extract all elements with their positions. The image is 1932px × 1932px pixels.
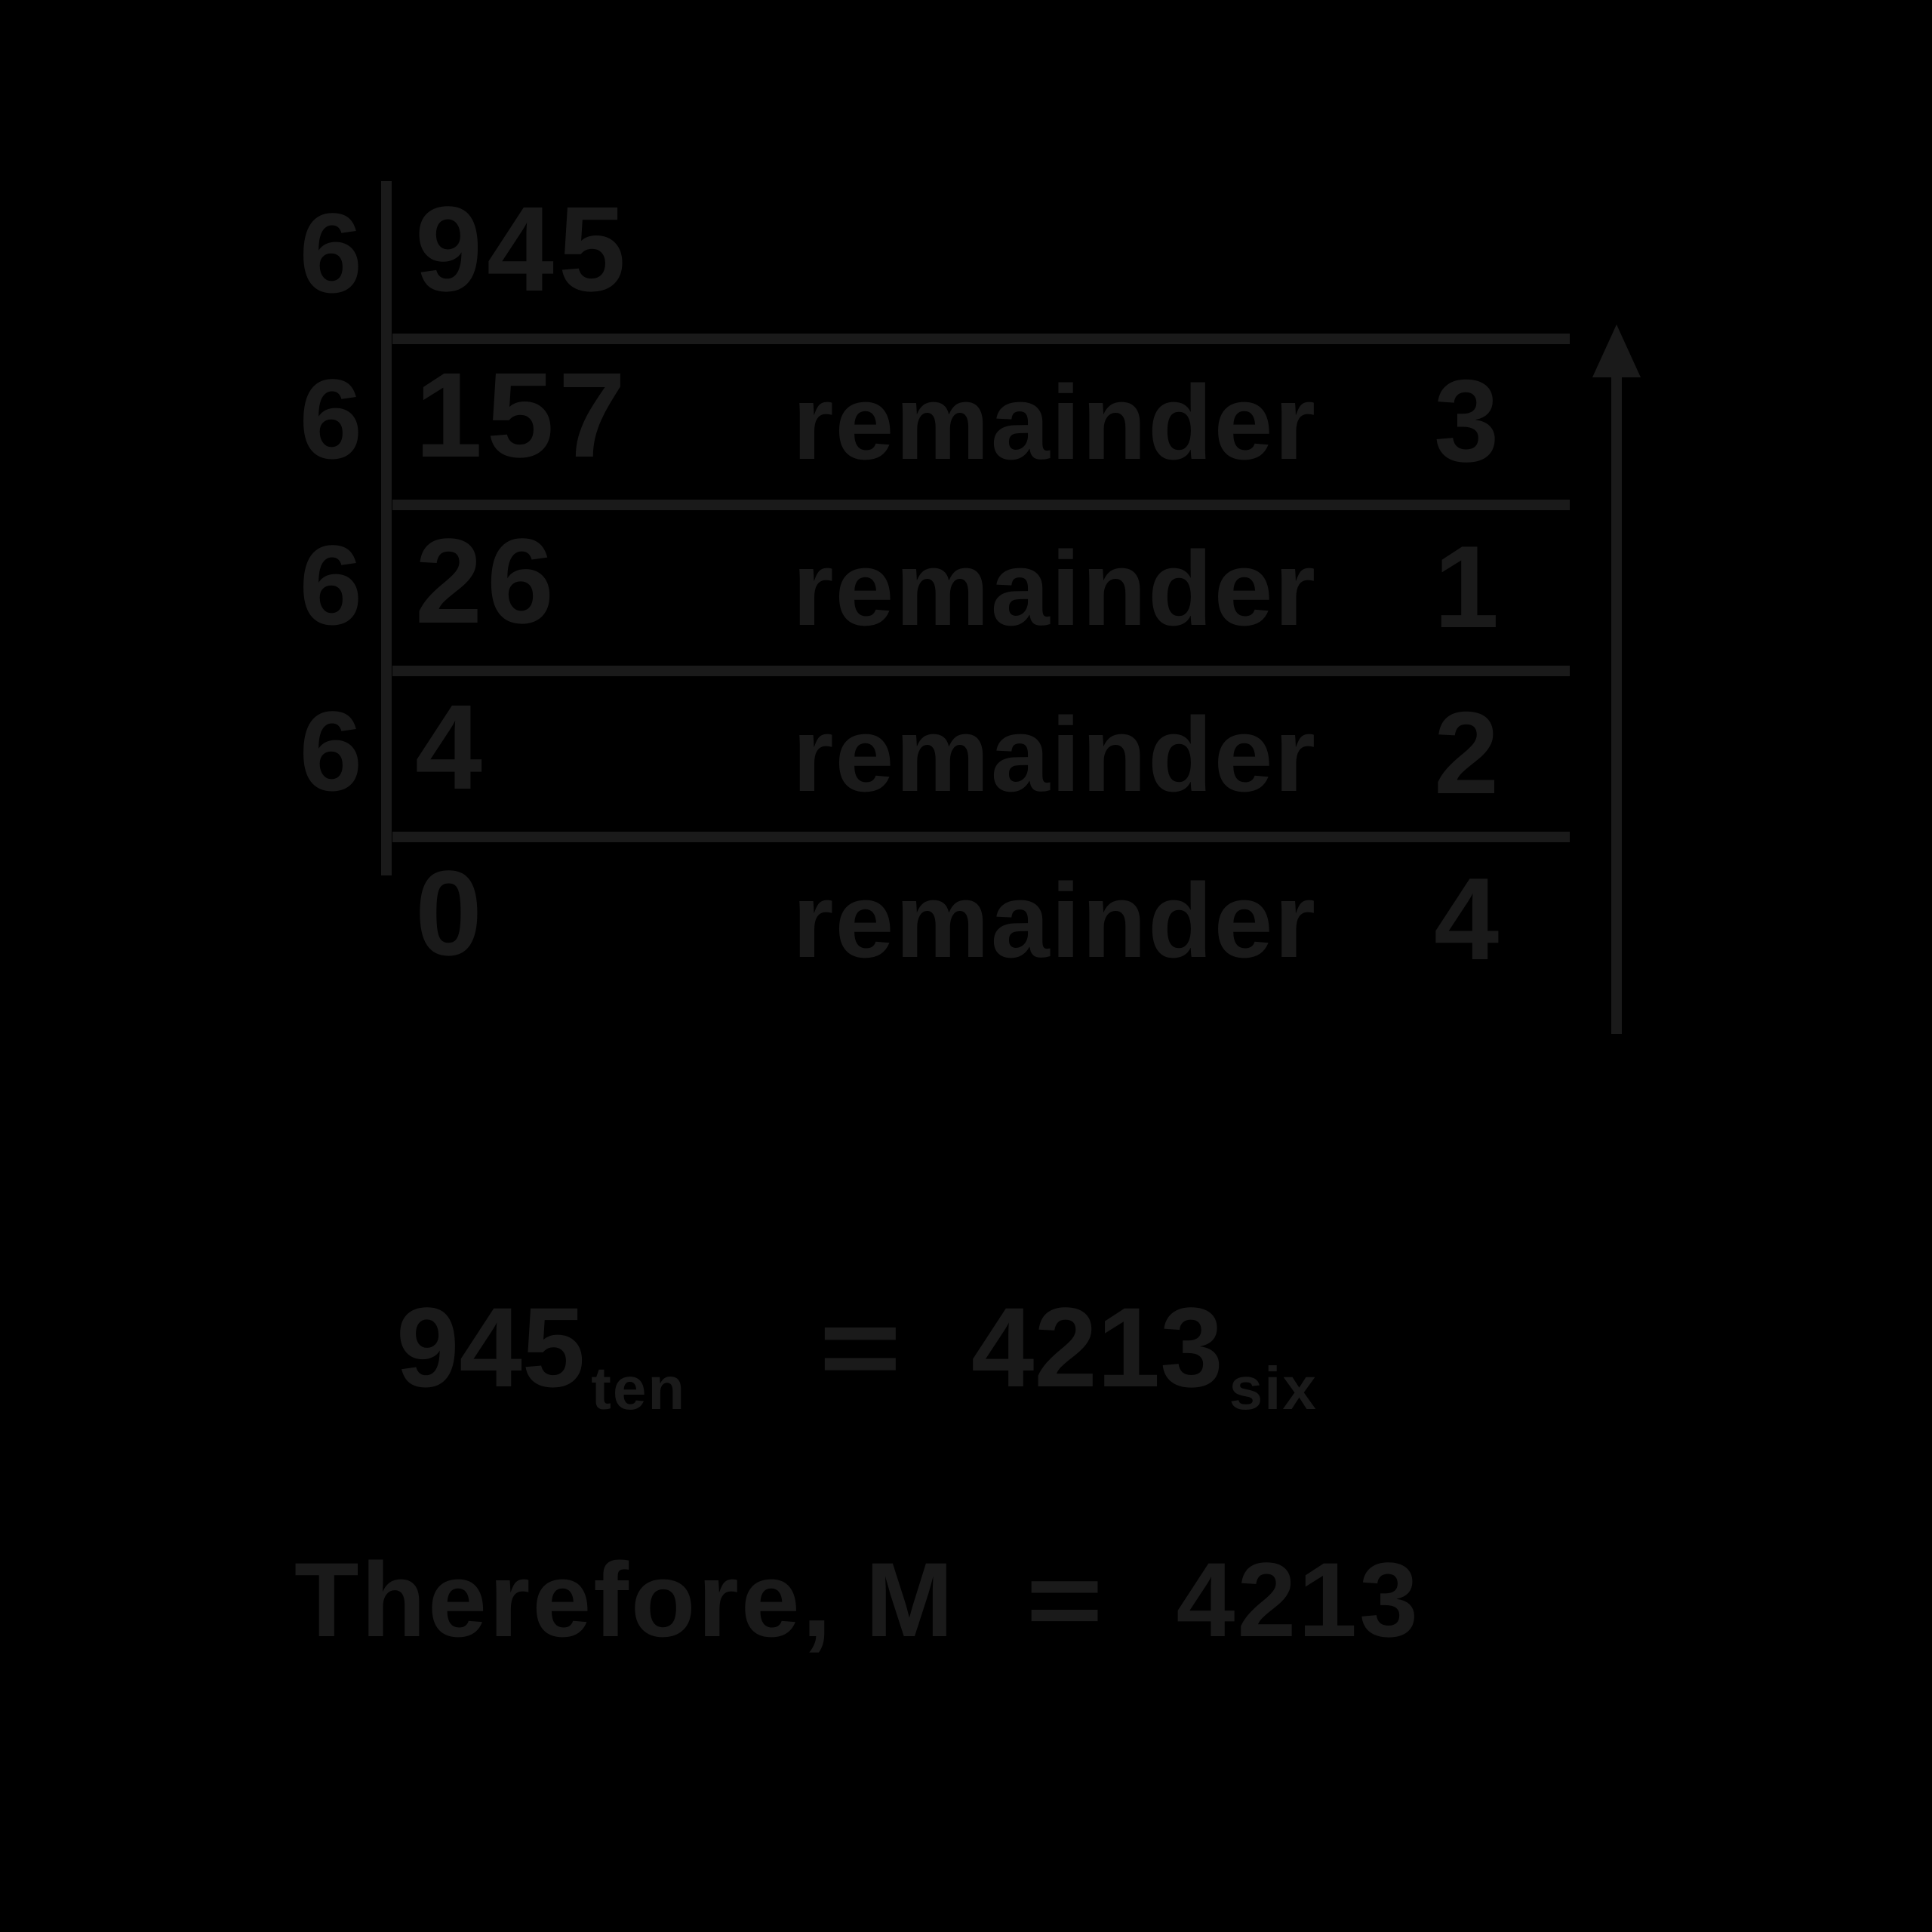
base-conversion-diagram: 6 945 6 157 remainder 3 6 26 remainder 1… [0,0,1932,1932]
read-remainders-arrow [1611,377,1622,1034]
remainder-value: 1 [1434,528,1499,645]
division-vertical-bar [381,664,392,845]
read-remainders-arrow-head [1592,325,1641,377]
equals-sign: = [819,1291,902,1404]
quotient: 4 [415,687,487,808]
rhs-value: 4213 [971,1284,1223,1411]
rhs-base-subscript: six [1229,1355,1318,1422]
division-row: 6 945 [279,174,1630,340]
division-row: 6 157 remainder 3 [279,340,1630,506]
divisor: 6 [279,694,362,808]
division-row: 0 remainder 4 [279,838,1630,1004]
remainder-value: 3 [1434,362,1499,479]
remainder-label: remainder [792,370,1317,475]
divisor: 6 [279,196,362,309]
dividend: 945 [415,189,630,309]
conclusion-prefix: Therefore, M [294,1540,955,1659]
divisor: 6 [279,528,362,641]
quotient: 0 [415,853,487,974]
conclusion-line: Therefore, M = 4213 [294,1547,1420,1653]
lhs-value: 945 [396,1284,585,1411]
quotient: 26 [415,521,558,641]
quotient: 157 [415,355,630,475]
conclusion-value: 4213 [1177,1540,1420,1659]
lhs-base-subscript: ten [591,1355,686,1422]
equals-sign: = [1026,1547,1106,1653]
division-vertical-bar [381,830,392,875]
division-vertical-bar [381,498,392,679]
remainder-value: 2 [1434,694,1499,811]
division-row: 6 26 remainder 1 [279,506,1630,672]
remainder-label: remainder [792,868,1317,974]
remainder-label: remainder [792,536,1317,641]
division-row: 6 4 remainder 2 [279,672,1630,838]
divisor: 6 [279,362,362,475]
division-vertical-bar [381,332,392,513]
long-division-ladder: 6 945 6 157 remainder 3 6 26 remainder 1… [279,174,1630,1004]
base-equation: 945ten = 4213six [396,1291,1318,1404]
division-vertical-bar [381,181,392,355]
remainder-label: remainder [792,702,1317,808]
remainder-value: 4 [1434,860,1499,977]
